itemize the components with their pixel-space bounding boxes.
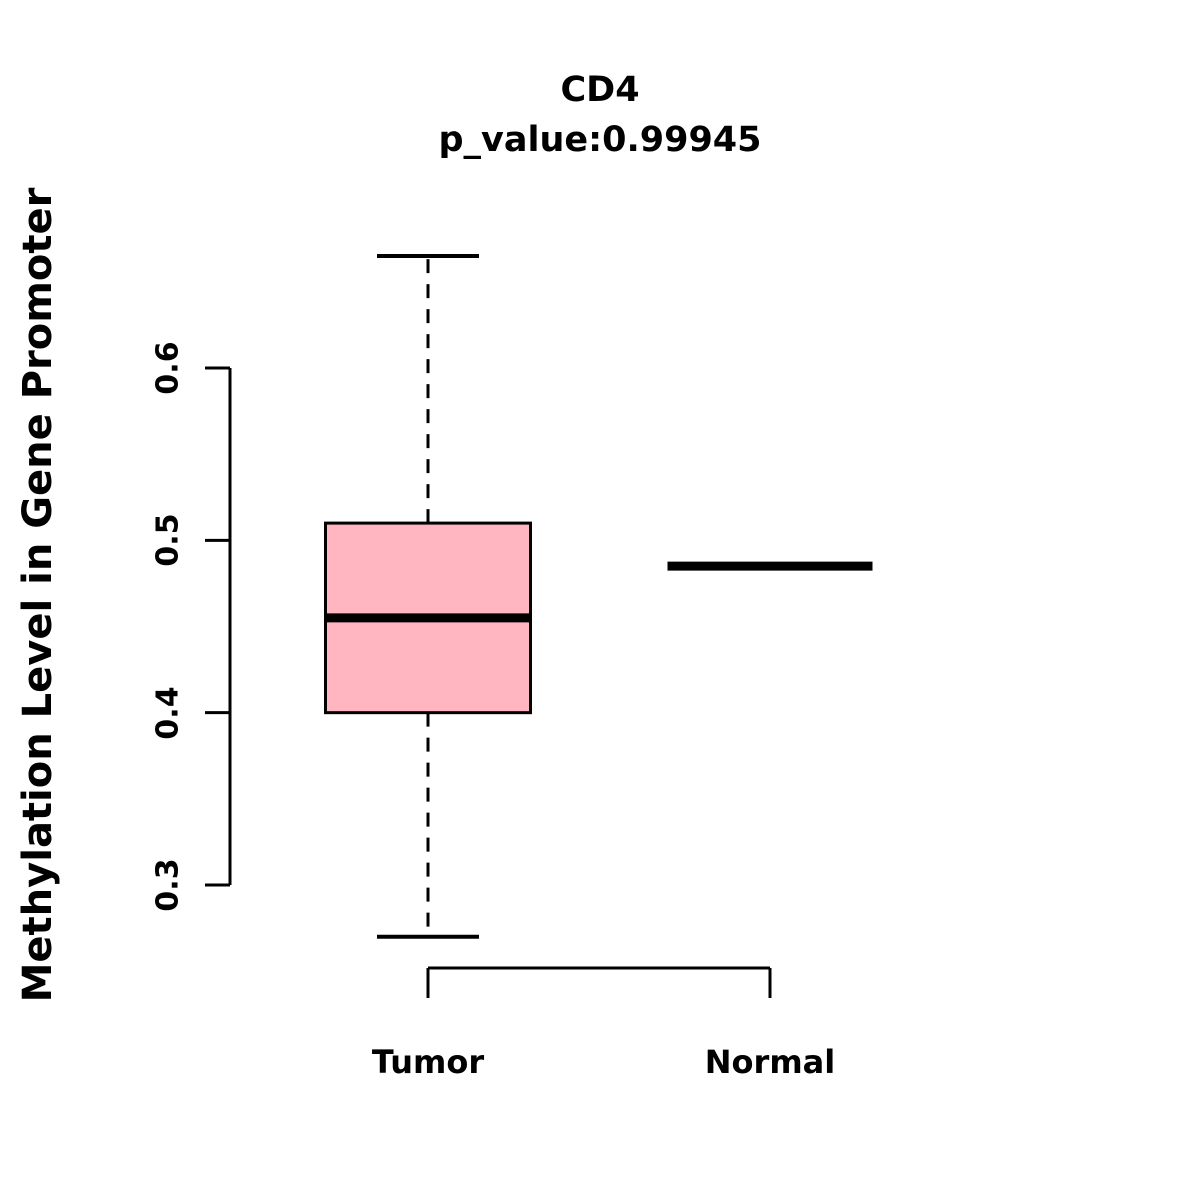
y-tick-label: 0.6 xyxy=(150,341,186,395)
chart-subtitle-pvalue: p_value:0.99945 xyxy=(438,120,762,160)
x-tick-label-normal: Normal xyxy=(704,1043,836,1081)
y-tick-label: 0.4 xyxy=(150,686,186,740)
chart-title: CD4 xyxy=(560,70,640,110)
x-tick-label-tumor: Tumor xyxy=(371,1043,485,1081)
y-tick-label: 0.3 xyxy=(150,858,186,912)
y-axis-label: Methylation Level in Gene Promoter xyxy=(15,187,61,1003)
y-tick-label: 0.5 xyxy=(150,513,186,567)
